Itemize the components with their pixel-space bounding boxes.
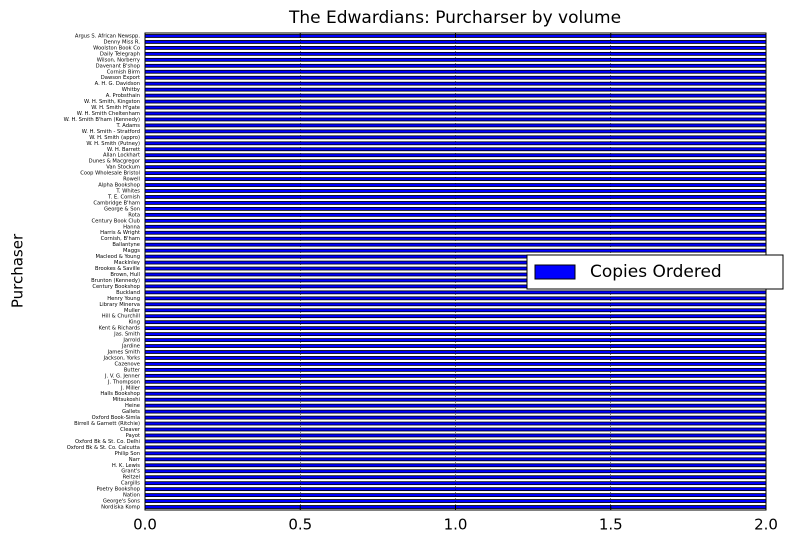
y-tick-label: Dawson Export	[101, 75, 140, 81]
y-tick-label: Birrell & Garnett (Ritchie)	[74, 421, 140, 427]
y-tick-label: Mitsukoshi	[113, 397, 140, 403]
y-tick-label: Henry Young	[107, 296, 140, 302]
y-tick-label: Butter	[124, 367, 141, 373]
y-tick-label: Argus S. African Newspp.	[75, 33, 140, 39]
y-tick-label: George & Son	[104, 206, 140, 212]
y-tick-label: Cornish Birm	[107, 69, 140, 75]
y-tick-label: Brown, Hull	[110, 272, 140, 278]
y-tick-label: James Smith	[107, 349, 140, 355]
y-tick-label: Macklnley	[114, 260, 140, 266]
y-tick-label: Dunes & Macgregor	[89, 159, 141, 165]
y-tick-label: Alpha Bookshop	[98, 183, 140, 189]
y-tick-label: King	[129, 320, 140, 326]
y-tick-label: Library Minerva	[99, 302, 140, 308]
y-tick-label: Ballantyne	[112, 242, 140, 248]
y-tick-label: Hill & Churchill	[102, 314, 140, 320]
y-tick-label: Buckland	[116, 290, 140, 296]
y-tick-label: T. Adams	[115, 123, 140, 129]
y-tick-label: Narr	[129, 457, 141, 463]
y-tick-label: J. Thompson	[107, 379, 140, 385]
y-tick-label: T. E. Cornish	[107, 194, 140, 200]
y-tick-label: Brunton (Kennedy)	[91, 278, 140, 284]
y-tick-label: Rota	[128, 212, 140, 218]
y-tick-label: Maggs	[123, 248, 140, 254]
y-tick-label: Davenant B'shop	[96, 63, 141, 69]
x-tick-label: 0.0	[133, 516, 157, 534]
y-tick-label: Macleod & Young	[96, 254, 140, 260]
y-tick-label: Oxford Bk & St. Co. Delhi	[75, 439, 140, 445]
y-tick-label: W. H. Smith Cheltenham	[77, 111, 140, 117]
y-tick-label: Woolston Book Co	[93, 45, 140, 51]
y-tick-label: W. H. Smith (appro)	[89, 135, 140, 141]
y-tick-label: Daily Telegraph	[100, 51, 140, 57]
y-tick-label: Oxford Bk & St. Co. Calcutta	[67, 445, 140, 451]
y-tick-label: W. H. Barrett	[107, 147, 140, 153]
y-tick-label: T. Whites	[115, 189, 140, 195]
y-tick-label: Century Bookshop	[92, 284, 140, 290]
y-tick-label: Wilson, Norberry	[97, 57, 140, 63]
legend-label: Copies Ordered	[590, 262, 722, 282]
legend: Copies Ordered	[526, 254, 784, 290]
y-tick-label: Cambridge B'ham	[93, 200, 140, 206]
y-tick-label: Brookes & Saville	[95, 266, 140, 272]
y-tick-label: Oxford Book-Simla	[92, 415, 140, 421]
y-tick-label: Kent & Richards	[99, 326, 141, 332]
y-tick-label: W. H. Smith B'ham (Kennedy)	[64, 117, 140, 123]
y-tick-label: Muller	[124, 308, 141, 314]
x-tick-label: 0.5	[288, 516, 312, 534]
y-tick-label: Cleaver	[120, 427, 141, 433]
y-tick-label: Halls Bookshop	[100, 391, 140, 397]
y-tick-label: Jarrold	[122, 338, 140, 344]
y-tick-label: Cornish, B'ham	[101, 236, 140, 242]
y-tick-label: Payot	[126, 433, 140, 439]
y-tick-label: Century Book Club	[92, 218, 141, 224]
y-tick-label: Cazenove	[115, 361, 140, 367]
y-tick-label: W. H. Smith - Stratford	[82, 129, 140, 135]
y-tick-label: Grant's	[121, 469, 140, 475]
y-tick-label: W. H. Smith H'gate	[91, 105, 140, 111]
y-tick-label: Cargills	[121, 481, 140, 487]
y-tick-label: Coop Wholesale Bristol	[80, 171, 140, 177]
y-tick-label: Denny Miss R.	[103, 39, 140, 45]
y-tick-label: Rowell	[123, 177, 140, 183]
y-tick-label: Nation	[123, 493, 140, 499]
y-tick-label: Gallets	[122, 409, 140, 415]
y-tick-label: A. Probsthain	[106, 93, 140, 99]
y-tick-label: George's Sons	[103, 499, 140, 505]
y-tick-label: Poetry Bookshop	[96, 487, 140, 493]
x-tick-label: 1.5	[599, 516, 623, 534]
y-tick-label: W. H. Smith, Kingston	[84, 99, 140, 105]
y-tick-label: J. Miller	[120, 385, 141, 391]
y-axis-label: Purchaser	[9, 233, 27, 308]
y-tick-label: Hanna	[123, 224, 140, 230]
bar	[144, 344, 767, 348]
y-tick-label: Philip Son	[115, 451, 140, 457]
x-tick-label: 1.0	[444, 516, 468, 534]
y-tick-label: Harris & Wright	[100, 230, 140, 236]
y-tick-label: A. H. G. Davidson	[95, 81, 140, 87]
y-tick-label: Jackson, Yorks	[102, 355, 140, 361]
y-tick-label: J. V. G. Jenner	[104, 373, 141, 379]
legend-swatch	[534, 264, 576, 280]
y-tick-label: Jas. Smith	[113, 332, 140, 338]
y-tick-label: Van Stockum	[106, 165, 140, 171]
y-tick-label: W. H. Smith (Putney)	[86, 141, 140, 147]
y-tick-label: H. K. Lewis	[112, 463, 140, 469]
y-tick-label: Allan Lockhart	[103, 153, 140, 159]
y-tick-label: Heine	[125, 403, 140, 409]
x-tick-label: 2.0	[754, 516, 778, 534]
chart-title: The Edwardians: Purcharser by volume	[288, 8, 621, 28]
y-tick-label: Nordiska Komp	[101, 505, 141, 511]
y-tick-label: Whitby	[122, 87, 140, 93]
y-tick-label: Reitzel	[123, 475, 140, 481]
y-tick-label: Jardine	[121, 344, 140, 350]
